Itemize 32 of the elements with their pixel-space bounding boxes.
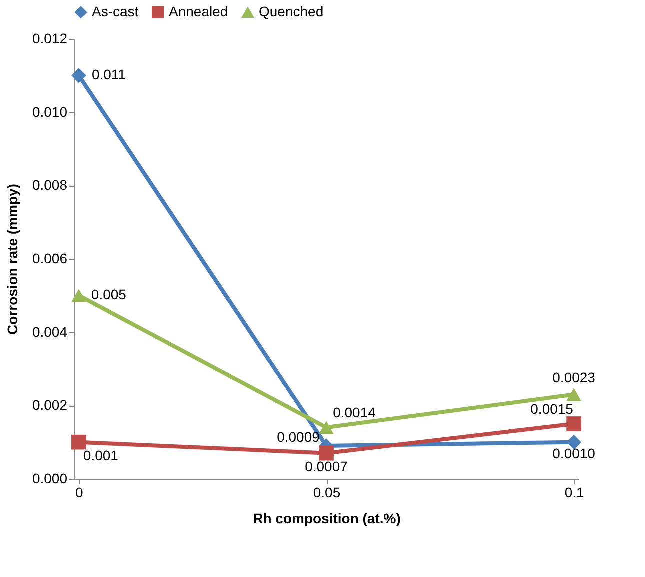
y-tick-label: 0.012 — [32, 30, 68, 46]
data-label: 0.0014 — [333, 404, 376, 421]
x-axis-title: Rh composition (at.%) — [253, 510, 401, 526]
data-label: 0.0007 — [305, 458, 348, 474]
point — [319, 421, 334, 434]
point — [566, 416, 582, 432]
y-tick-label: 0.000 — [32, 470, 68, 486]
data-label: 0.0023 — [552, 370, 596, 386]
data-label: 0.0009 — [277, 429, 320, 445]
data-label: 0.0010 — [552, 445, 596, 462]
x-tick-label: 0.05 — [313, 484, 341, 500]
legend-label: Annealed — [169, 3, 228, 20]
y-tick-label: 0.010 — [32, 104, 68, 120]
point — [72, 68, 86, 84]
y-tick-label: 0.002 — [32, 397, 68, 414]
point — [566, 434, 582, 450]
x-tick-label: 0.1 — [564, 484, 584, 500]
y-tick-label: 0.004 — [32, 324, 68, 340]
y-axis-title: Corrosion rate (mmpy) — [4, 184, 20, 335]
legend-label: As-cast — [92, 3, 139, 20]
point — [566, 388, 582, 402]
y-tick-label: 0.006 — [32, 250, 68, 266]
point — [72, 434, 86, 450]
data-label: 0.005 — [91, 286, 127, 303]
point — [72, 289, 86, 302]
y-tick-label: 0.008 — [32, 177, 68, 194]
point — [319, 446, 334, 461]
data-label: 0.001 — [83, 447, 119, 464]
x-tick-label: 0 — [76, 484, 84, 500]
legend-label: Quenched — [259, 4, 324, 20]
data-label: 0.011 — [92, 66, 126, 83]
data-label: 0.0015 — [530, 401, 574, 417]
